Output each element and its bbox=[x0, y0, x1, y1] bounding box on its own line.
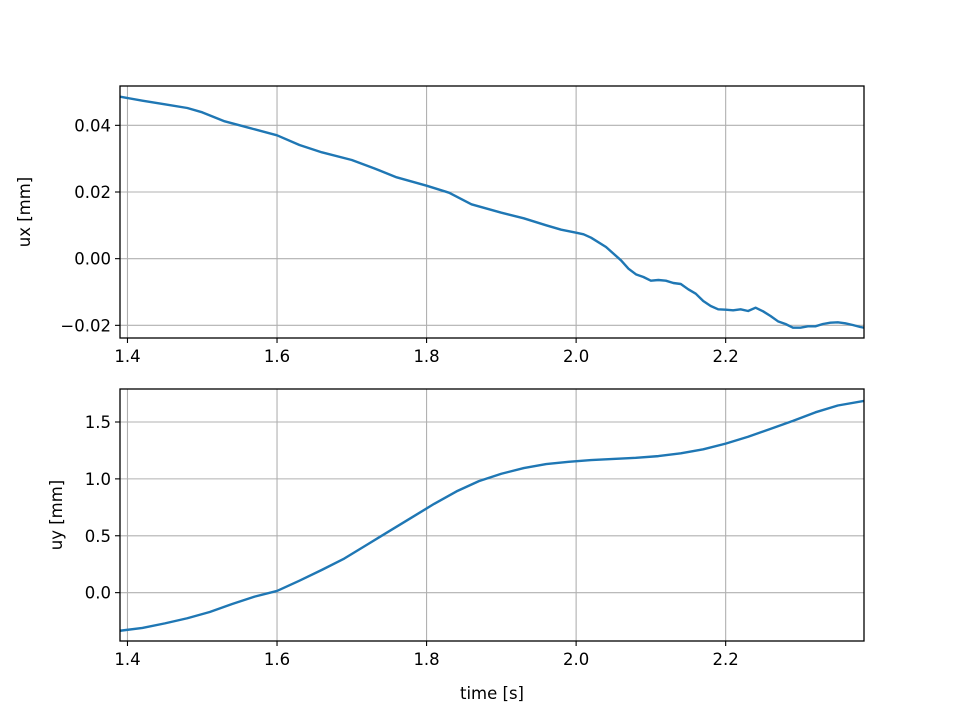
ux-y-tick-label: 0.04 bbox=[74, 116, 111, 135]
ux-x-tick-label: 2.2 bbox=[713, 347, 739, 366]
ux-series-line bbox=[120, 95, 864, 329]
uy-y-tick-label: 1.0 bbox=[85, 470, 111, 489]
ux-y-tick-label: −0.02 bbox=[60, 316, 111, 335]
ux-x-tick-label: 1.6 bbox=[264, 347, 290, 366]
ux-ticks: 1.4 1.6 1.8 2.0 2.2 −0.02 0.00 0.02 0.04 bbox=[60, 116, 738, 366]
ux-axes-frame bbox=[119, 85, 865, 339]
ux-y-axis-label: ux [mm] bbox=[15, 177, 34, 248]
ux-plot-area bbox=[120, 95, 864, 329]
uy-subplot: 1.4 1.6 1.8 2.0 2.2 0.0 0.5 1.0 1.5 uy [mm] time… bbox=[47, 388, 865, 703]
uy-grid bbox=[120, 389, 864, 641]
ux-y-tick-label: 0.02 bbox=[74, 183, 111, 202]
uy-y-tick-label: 0.5 bbox=[85, 527, 111, 546]
ux-x-tick-label: 1.4 bbox=[114, 347, 140, 366]
uy-y-tick-label: 1.5 bbox=[85, 413, 111, 432]
ux-x-tick-label: 2.0 bbox=[563, 347, 589, 366]
uy-ticks: 1.4 1.6 1.8 2.0 2.2 0.0 0.5 1.0 1.5 bbox=[85, 413, 739, 669]
ux-x-tick-label: 1.8 bbox=[413, 347, 439, 366]
uy-plot-area bbox=[120, 399, 864, 632]
uy-series-line bbox=[120, 399, 864, 632]
uy-x-tick-label: 1.4 bbox=[114, 650, 140, 669]
ux-grid bbox=[120, 86, 864, 338]
uy-axes-frame bbox=[119, 388, 865, 642]
ux-y-tick-label: 0.00 bbox=[74, 250, 111, 269]
uy-x-tick-label: 1.6 bbox=[264, 650, 290, 669]
ux-subplot: 1.4 1.6 1.8 2.0 2.2 −0.02 0.00 0.02 0.04 ux [mm] bbox=[15, 85, 865, 366]
uy-x-tick-label: 2.2 bbox=[713, 650, 739, 669]
uy-x-tick-label: 2.0 bbox=[563, 650, 589, 669]
uy-y-axis-label: uy [mm] bbox=[47, 480, 66, 551]
uy-y-tick-label: 0.0 bbox=[85, 584, 111, 603]
uy-x-axis-label: time [s] bbox=[460, 684, 524, 703]
uy-x-tick-label: 1.8 bbox=[413, 650, 439, 669]
